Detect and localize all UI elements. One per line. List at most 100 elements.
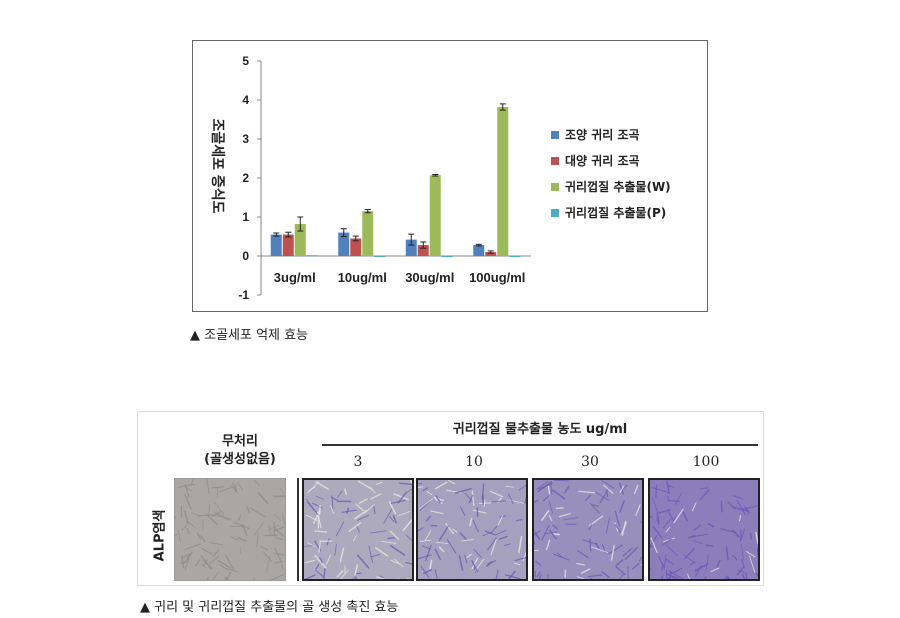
cell-fiber bbox=[314, 530, 328, 533]
cell-fiber bbox=[184, 510, 189, 525]
cell-fiber bbox=[548, 500, 554, 514]
cell-fiber bbox=[731, 529, 740, 538]
cell-fiber bbox=[694, 565, 702, 578]
cell-fiber bbox=[507, 570, 516, 579]
cell-fiber bbox=[724, 576, 731, 579]
cell-fiber bbox=[356, 525, 360, 533]
cell-fiber bbox=[358, 498, 368, 504]
cell-fiber bbox=[755, 572, 758, 578]
alp-staining-figure: 무처리 (골생성없음) 귀리껍질 물추출물 농도 ug/ml 3 10 30 1… bbox=[137, 411, 764, 586]
cell-fiber bbox=[468, 494, 474, 504]
cell-fiber bbox=[667, 499, 680, 503]
stain-panel-30 bbox=[532, 478, 644, 581]
cell-fiber bbox=[505, 485, 515, 488]
cell-fiber bbox=[231, 482, 237, 491]
cell-fiber bbox=[211, 510, 222, 518]
bar bbox=[282, 234, 294, 256]
cell-fiber bbox=[736, 500, 747, 516]
cell-fiber bbox=[666, 480, 671, 495]
cell-fiber bbox=[662, 518, 672, 529]
cell-fiber bbox=[346, 507, 350, 514]
cell-fiber bbox=[497, 515, 504, 526]
cell-fiber bbox=[375, 481, 383, 485]
cell-fiber bbox=[547, 485, 551, 495]
cell-fiber bbox=[631, 563, 640, 570]
cell-fiber bbox=[587, 574, 603, 578]
cell-fiber bbox=[551, 489, 566, 500]
legend-swatch bbox=[551, 131, 559, 139]
cell-fiber bbox=[274, 536, 283, 541]
cell-fiber bbox=[658, 508, 671, 514]
cell-fiber bbox=[472, 509, 487, 514]
cell-fiber bbox=[655, 484, 658, 498]
cell-fiber bbox=[669, 567, 683, 576]
cell-fiber bbox=[311, 502, 323, 509]
cell-fiber bbox=[357, 514, 370, 521]
cell-fiber bbox=[490, 525, 498, 534]
cell-fiber bbox=[487, 537, 498, 551]
cell-fiber bbox=[650, 515, 653, 518]
cell-fiber bbox=[464, 492, 474, 503]
cell-fiber bbox=[203, 559, 208, 566]
figure-caption: ▲ 귀리 및 귀리껍질 추출물의 골 생성 촉진 효능 bbox=[140, 600, 399, 615]
cell-fiber bbox=[580, 568, 591, 574]
cell-fiber bbox=[312, 510, 321, 524]
cell-fiber bbox=[434, 548, 442, 561]
cell-fiber bbox=[268, 525, 272, 535]
legend-swatch bbox=[551, 209, 559, 217]
cell-fiber bbox=[438, 546, 445, 553]
cell-fiber bbox=[490, 539, 497, 556]
cell-fiber bbox=[389, 530, 400, 540]
y-tick-label: 0 bbox=[242, 249, 249, 263]
cell-fiber bbox=[732, 506, 749, 512]
cell-fiber bbox=[665, 558, 675, 566]
cell-fiber bbox=[219, 486, 232, 493]
cell-fiber bbox=[331, 495, 334, 510]
cell-fiber bbox=[536, 480, 549, 490]
cell-fiber bbox=[599, 487, 610, 504]
concentration-header: 귀리껍질 물추출물 농도 ug/ml bbox=[452, 422, 628, 437]
legend-label: 귀리껍질 추출물(P) bbox=[565, 205, 666, 220]
cell-fiber bbox=[390, 499, 406, 505]
cell-fiber bbox=[211, 486, 225, 489]
cell-fiber bbox=[563, 485, 570, 494]
cell-fiber bbox=[446, 538, 457, 554]
cell-fiber bbox=[225, 571, 232, 580]
cell-fiber bbox=[672, 508, 684, 524]
cell-fiber bbox=[595, 542, 600, 549]
legend-label: 대양 귀리 조곡 bbox=[565, 153, 640, 168]
cell-fiber bbox=[355, 572, 362, 575]
cell-fiber bbox=[650, 537, 658, 554]
cell-fiber bbox=[196, 532, 202, 540]
cell-fiber bbox=[389, 544, 406, 556]
cell-fiber bbox=[198, 514, 215, 517]
y-tick-label: 2 bbox=[242, 171, 249, 185]
cell-fiber bbox=[743, 505, 751, 514]
cell-fiber bbox=[458, 555, 464, 571]
cell-fiber bbox=[208, 503, 211, 517]
cell-fiber bbox=[576, 549, 590, 559]
cell-fiber bbox=[558, 512, 571, 518]
cell-fiber bbox=[576, 576, 586, 579]
cell-fiber bbox=[234, 484, 238, 493]
cell-fiber bbox=[495, 569, 499, 579]
cell-fiber bbox=[326, 554, 332, 565]
cell-fiber bbox=[315, 563, 320, 570]
cell-fiber bbox=[306, 542, 316, 547]
cell-fiber bbox=[665, 577, 671, 579]
cell-fiber bbox=[245, 506, 251, 514]
cell-fiber bbox=[424, 530, 432, 542]
cell-fiber bbox=[257, 492, 269, 505]
panel-texture bbox=[534, 480, 642, 579]
cell-fiber bbox=[615, 558, 624, 567]
cell-fiber bbox=[524, 496, 526, 505]
cell-fiber bbox=[590, 546, 608, 554]
cell-fiber bbox=[543, 578, 545, 579]
cell-fiber bbox=[280, 487, 285, 495]
cell-fiber bbox=[273, 527, 285, 537]
panel-texture bbox=[650, 480, 758, 579]
cell-fiber bbox=[183, 553, 190, 558]
cell-fiber bbox=[635, 504, 641, 517]
cell-fiber bbox=[409, 480, 412, 485]
cell-fiber bbox=[336, 570, 344, 578]
